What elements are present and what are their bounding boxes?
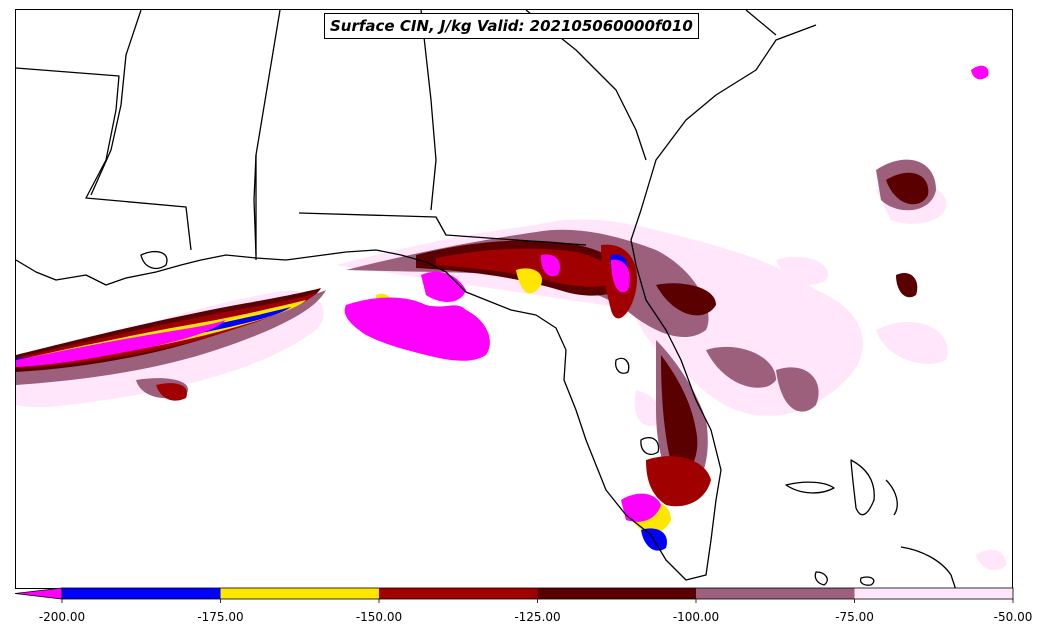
map-panel: [15, 9, 1013, 589]
alabama-georgia-border: [255, 10, 281, 260]
gulf-coastline: [16, 24, 817, 581]
colorbar-frame: [61, 587, 1014, 600]
sc-nc-border: [745, 10, 777, 36]
map-title: Surface CIN, J/kg Valid: 202105060000f01…: [324, 13, 699, 39]
cuba-islet: [859, 576, 875, 586]
colorbar-bin-5: [854, 588, 1013, 599]
colorbar-tick-label: -100.00: [672, 610, 720, 624]
lake-okeechobee: [640, 437, 660, 455]
mississippi-louisiana-border: [16, 67, 192, 251]
colorbar-tick-label: -150.00: [355, 610, 403, 624]
georgia-florida-border: [298, 212, 587, 246]
colorbar-tick-label: -75.00: [835, 610, 874, 624]
mississippi-alabama-border: [90, 10, 142, 196]
colorbar-bin-1: [220, 588, 379, 599]
georgia-alabama-border: [420, 10, 437, 211]
bahamas-grand: [785, 481, 835, 494]
colorbar-bin-0: [62, 588, 221, 599]
colorbar-bin-3: [537, 588, 696, 599]
alabama-west-border: [253, 154, 257, 256]
colorbar-tick-label: -50.00: [993, 610, 1033, 624]
bahamas-andros: [850, 459, 875, 516]
cin-field-magenta: [16, 65, 989, 522]
colorbar-bin-2: [379, 588, 538, 599]
bahamas-abaco: [885, 479, 898, 516]
cin-map: [16, 10, 1006, 588]
colorbar-extend-triangle: [14, 587, 63, 600]
florida-lake: [615, 357, 630, 374]
colorbar-tick-label: -175.00: [197, 610, 244, 624]
geographic-boundaries: [16, 10, 957, 588]
keys-islet: [814, 571, 828, 586]
louisiana-coast-bays: [140, 251, 168, 269]
colorbar-tick-label: -125.00: [514, 610, 561, 624]
colorbar-bin-4: [696, 588, 855, 599]
cuba-north-coast: [900, 546, 957, 588]
colorbar-tick-label: -200.00: [38, 610, 86, 624]
